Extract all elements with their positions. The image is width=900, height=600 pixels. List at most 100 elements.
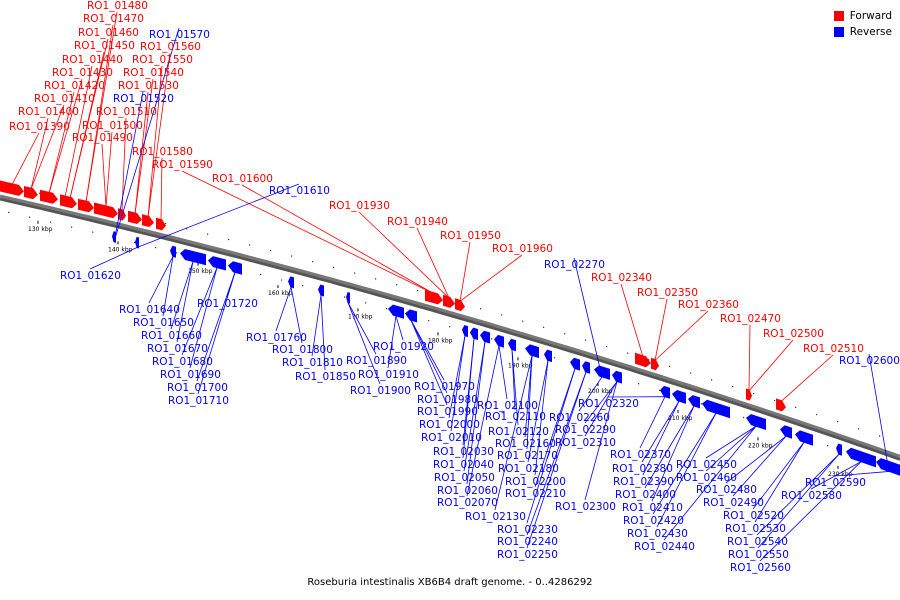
reverse-gene-label: RO1_02070: [437, 497, 498, 509]
tick-label: 190 kbp: [508, 362, 533, 369]
reverse-gene: [208, 256, 226, 271]
reverse-gene: [288, 276, 294, 289]
reverse-gene-label: RO1_02480: [696, 484, 757, 496]
connector-line: [48, 78, 83, 194]
reverse-gene-label: RO1_02160: [495, 438, 556, 450]
legend-item-reverse: Reverse: [833, 24, 892, 40]
forward-gene-label: RO1_02340: [591, 272, 652, 284]
forward-gene: [94, 202, 118, 219]
reverse-gene-label: RO1_02000: [419, 419, 480, 431]
minor-tick: [39, 192, 41, 194]
reverse-gene-label: RO1_01680: [152, 356, 213, 368]
reverse-gene-label: RO1_02240: [497, 536, 558, 548]
minor-tick: [753, 392, 755, 395]
minor-tick: [354, 272, 356, 274]
connector-line: [64, 65, 93, 198]
reverse-gene: [582, 361, 590, 374]
minor-tick: [8, 211, 10, 214]
forward-gene-label: RO1_01410: [34, 93, 95, 105]
connector-line: [241, 184, 435, 295]
reverse-gene: [612, 370, 622, 384]
minor-tick: [659, 389, 661, 391]
connector-line: [641, 400, 680, 463]
connector-line: [136, 183, 300, 248]
reverse-gene: [508, 338, 516, 352]
forward-gene: [0, 180, 24, 196]
gene-features: [0, 180, 900, 476]
reverse-gene-label: RO1_02310: [555, 437, 616, 449]
forward-gene-label: RO1_01490: [72, 132, 133, 144]
reverse-gene-label: RO1_02060: [437, 485, 498, 497]
connector-line: [48, 91, 75, 194]
minor-tick: [449, 326, 451, 328]
reverse-gene: [795, 430, 813, 446]
connector-line: [358, 211, 450, 299]
reverse-gene-label: RO1_02450: [676, 459, 737, 471]
reverse-gene-label: RO1_01910: [358, 369, 419, 381]
connector-line: [290, 287, 303, 344]
reverse-gene-label: RO1_02490: [703, 497, 764, 509]
reverse-gene-label: RO1_02270: [544, 259, 605, 271]
connector-line: [347, 302, 377, 355]
reverse-gene-label: RO1_02540: [727, 536, 788, 548]
connector-line: [494, 355, 533, 511]
reverse-gene: [388, 304, 404, 319]
reverse-gene: [318, 284, 324, 297]
forward-gene-label: RO1_01540: [123, 67, 184, 79]
forward-gene: [156, 217, 166, 231]
connector-line: [834, 471, 890, 477]
minor-tick: [428, 320, 430, 322]
reverse-gene-label: RO1_01810: [282, 357, 343, 369]
minor-tick: [333, 266, 335, 268]
tick-label: 220 kbp: [748, 442, 773, 449]
forward-gene-label: RO1_02470: [720, 313, 781, 325]
connector-line: [663, 425, 757, 541]
forward-gene-label: RO1_01930: [329, 200, 390, 212]
reverse-gene: [180, 249, 206, 266]
forward-gene-label: RO1_01500: [82, 120, 143, 132]
connector-line: [176, 261, 194, 343]
minor-tick: [281, 279, 283, 281]
connector-line: [101, 143, 107, 207]
reverse-gene-label: RO1_01690: [160, 369, 221, 381]
forward-gene: [128, 210, 142, 224]
minor-tick: [386, 308, 388, 310]
forward-gene: [78, 198, 94, 213]
reverse-gene-label: RO1_01720: [197, 298, 258, 310]
connector-line: [320, 295, 326, 371]
forward-gene-label: RO1_01950: [440, 230, 501, 242]
forward-gene-label: RO1_01390: [9, 121, 70, 133]
forward-gene-label: RO1_01580: [132, 146, 193, 158]
connector-line: [527, 360, 549, 463]
forward-gene-label: RO1_01430: [52, 67, 113, 79]
reverse-gene-label: RO1_02420: [623, 515, 684, 527]
minor-tick: [743, 416, 745, 419]
reverse-gene-label: RO1_01970: [414, 381, 475, 393]
reverse-gene-label: RO1_02440: [634, 541, 695, 553]
minor-tick: [291, 255, 293, 257]
reverse-gene-label: RO1_01850: [295, 371, 356, 383]
minor-tick: [417, 290, 419, 292]
reverse-gene-label: RO1_01760: [246, 332, 307, 344]
minor-tick: [491, 338, 493, 340]
connector-line: [147, 52, 171, 218]
connector-line: [780, 354, 834, 402]
legend-item-forward: Forward: [833, 8, 892, 24]
reverse-gene: [836, 443, 842, 456]
connector-line: [524, 355, 533, 438]
minor-tick: [207, 233, 209, 235]
minor-tick: [396, 284, 398, 286]
connector-line: [189, 267, 218, 369]
reverse-gene: [462, 325, 468, 338]
connector-line: [584, 381, 618, 437]
reverse-gene: [112, 231, 116, 243]
connector-line: [526, 371, 587, 536]
connector-line: [162, 256, 174, 317]
reverse-gene-label: RO1_02210: [505, 488, 566, 500]
reverse-gene-label: RO1_02550: [728, 549, 789, 561]
reverse-gene: [170, 245, 176, 258]
minor-tick: [648, 359, 650, 361]
connector-line: [642, 400, 680, 476]
connector-line: [498, 345, 508, 400]
legend-label-forward: Forward: [849, 10, 892, 22]
